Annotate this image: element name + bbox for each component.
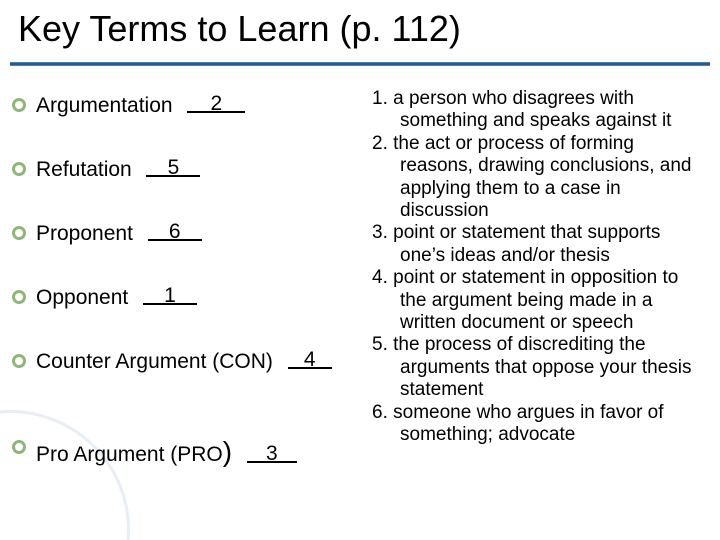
definition-first: the act or process of forming <box>393 133 634 154</box>
term-answer: 2 <box>211 92 223 116</box>
definition-rest: arguments that oppose your thesis statem… <box>372 357 706 402</box>
term-answer: 3 <box>266 442 278 466</box>
definitions-list: 1. a person who disagrees with something… <box>372 88 706 447</box>
term-answer: 4 <box>304 348 316 372</box>
definition-first: point or statement that supports <box>393 222 660 243</box>
page-title: Key Terms to Learn (p. 112) <box>18 8 461 50</box>
definition-first: the process of discrediting the <box>393 334 645 355</box>
term-blank: 6 <box>148 223 202 246</box>
term-blank: 5 <box>146 159 200 182</box>
term-answer: 1 <box>164 284 176 308</box>
term-blank: 1 <box>143 287 197 310</box>
bullet-icon <box>12 354 26 368</box>
definition-rest: one’s ideas and/or thesis <box>372 245 706 267</box>
term-label: Refutation <box>36 158 132 182</box>
slide: Key Terms to Learn (p. 112) Argumentatio… <box>0 0 720 540</box>
term-spacer <box>277 350 283 374</box>
title-rule-inner <box>10 63 710 65</box>
definition-rest: something and speaks against it <box>372 110 706 132</box>
definition-number: 5. <box>372 334 388 355</box>
decor-circle <box>0 410 130 540</box>
term-label: Proponent <box>36 222 133 246</box>
term-spacer <box>237 444 243 468</box>
term-answer: 6 <box>169 220 181 244</box>
term-label: Counter Argument (CON) <box>36 350 273 374</box>
definition-number: 1. <box>372 88 388 109</box>
definition-number: 6. <box>372 402 388 423</box>
term-row: Opponent 1 <box>36 286 197 310</box>
term-row: Counter Argument (CON) 4 <box>36 350 332 374</box>
definition-first: a person who disagrees with <box>393 88 634 109</box>
bullet-icon <box>12 290 26 304</box>
definition-first: someone who argues in favor of <box>393 402 663 423</box>
definition-item: 5. the process of discrediting the argum… <box>372 334 706 401</box>
term-label: Pro Argument (PRO) <box>36 436 232 468</box>
bullet-icon <box>12 98 26 112</box>
term-row: Proponent 6 <box>36 222 202 246</box>
definition-item: 2. the act or process of forming reasons… <box>372 133 706 223</box>
definition-number: 4. <box>372 267 388 288</box>
term-spacer <box>133 286 139 310</box>
term-spacer <box>137 222 143 246</box>
term-spacer <box>136 158 142 182</box>
definition-number: 3. <box>372 222 388 243</box>
term-label: Argumentation <box>36 94 173 118</box>
definition-item: 1. a person who disagrees with something… <box>372 88 706 133</box>
definitions-column: 1. a person who disagrees with something… <box>372 88 706 447</box>
term-blank: 3 <box>247 445 297 468</box>
term-row: Pro Argument (PRO) 3 <box>36 436 297 468</box>
definition-item: 6. someone who argues in favor of someth… <box>372 402 706 447</box>
term-blank: 2 <box>187 95 245 118</box>
term-row: Refutation 5 <box>36 158 200 182</box>
definition-first: point or statement in opposition to <box>393 267 678 288</box>
bullet-icon <box>12 226 26 240</box>
definition-rest: the argument being made in a written doc… <box>372 290 706 335</box>
bullet-icon <box>12 162 26 176</box>
definition-rest: something; advocate <box>372 424 706 446</box>
definition-rest: reasons, drawing conclusions, and applyi… <box>372 155 706 222</box>
term-blank: 4 <box>288 351 332 374</box>
term-label: Opponent <box>36 286 128 310</box>
definition-item: 4. point or statement in opposition to t… <box>372 267 706 334</box>
term-row: Argumentation 2 <box>36 94 245 118</box>
term-answer: 5 <box>168 156 180 180</box>
definition-number: 2. <box>372 133 388 154</box>
term-spacer <box>177 94 183 118</box>
definition-item: 3. point or statement that supports one’… <box>372 222 706 267</box>
bullet-icon <box>12 440 26 454</box>
